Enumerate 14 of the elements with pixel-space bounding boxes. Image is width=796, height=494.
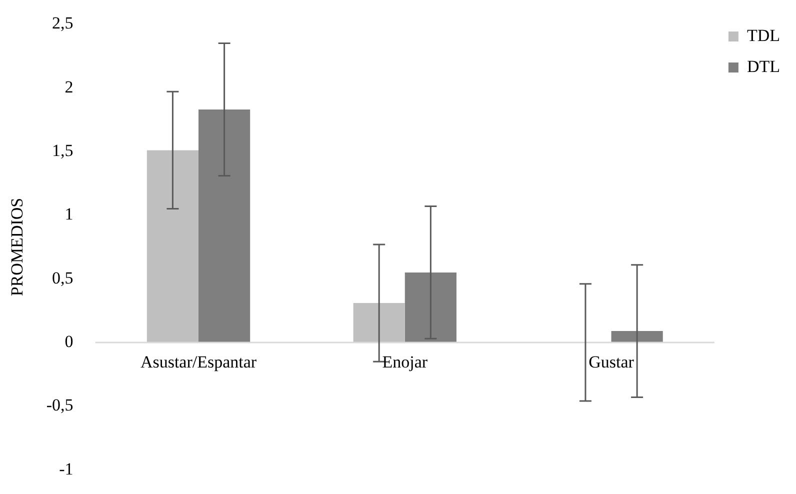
legend-label: DTL [746, 56, 780, 76]
y-tick-label: 2 [64, 77, 74, 96]
y-tick-label: 2,5 [52, 14, 74, 33]
y-tick-label: -1 [59, 459, 74, 478]
y-tick-label: 0 [64, 332, 74, 351]
y-tick-label: -0,5 [46, 396, 74, 415]
y-tick-label: 1,5 [52, 140, 74, 160]
y-tick-label: 1 [64, 204, 74, 224]
x-tick-label: Asustar/Espantar [140, 352, 257, 372]
y-axis-title: PROMEDIOS [8, 198, 27, 296]
x-tick-label: Enojar [382, 352, 428, 372]
legend-label: TDL [746, 26, 780, 45]
y-tick-label: 0,5 [52, 268, 74, 288]
x-tick-label: Gustar [588, 352, 634, 372]
